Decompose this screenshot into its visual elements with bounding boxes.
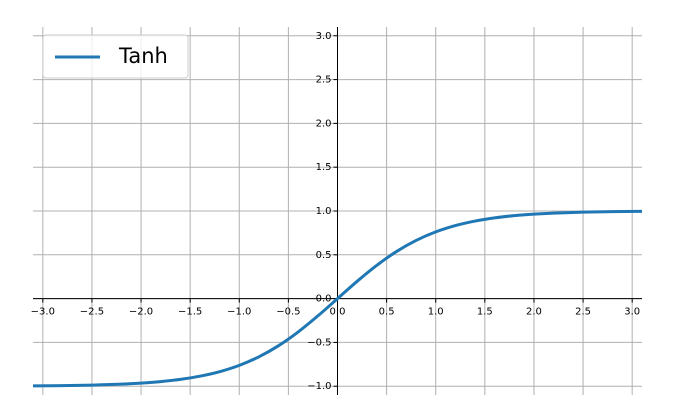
line (32, 209, 643, 388)
legend-box (42, 34, 189, 79)
x-tick-label: 1.0 (428, 307, 444, 318)
x-tick-label: −1.0 (227, 307, 251, 318)
x-tick-label: 1.5 (477, 307, 493, 318)
y-tick-label: 2.5 (316, 75, 332, 86)
y-tick-label: −0.5 (307, 337, 331, 348)
x-tick-label: 3.0 (624, 307, 640, 318)
y-tick-label: 2.0 (316, 118, 332, 129)
y-tick-label: 1.5 (316, 162, 332, 173)
legend-label: Tanh (118, 44, 168, 68)
legend: Tanh (42, 34, 189, 79)
x-tick-label: −2.0 (129, 307, 153, 318)
y-tick-label: 3.0 (316, 31, 332, 42)
y-tick-label: −1.0 (307, 381, 331, 392)
axes: −3.0 −2.5 −2.0 −1.5 −1.0 −0.5 0.0 0.5 1.0 1.5 2.0 2… (31, 27, 642, 395)
x-tick-label: −0.5 (276, 307, 300, 318)
x-tick-label: −1.5 (178, 307, 202, 318)
lines (32, 209, 643, 388)
y-tick-label: 1.0 (316, 206, 332, 217)
x-tick-label: 0.5 (379, 307, 395, 318)
x-tick-label: 2.5 (575, 307, 591, 318)
x-tick-label: 2.0 (526, 307, 542, 318)
x-tick-label: −3.0 (31, 307, 55, 318)
x-tick-label: −2.5 (80, 307, 104, 318)
y-tick-label: 0.5 (316, 250, 332, 261)
